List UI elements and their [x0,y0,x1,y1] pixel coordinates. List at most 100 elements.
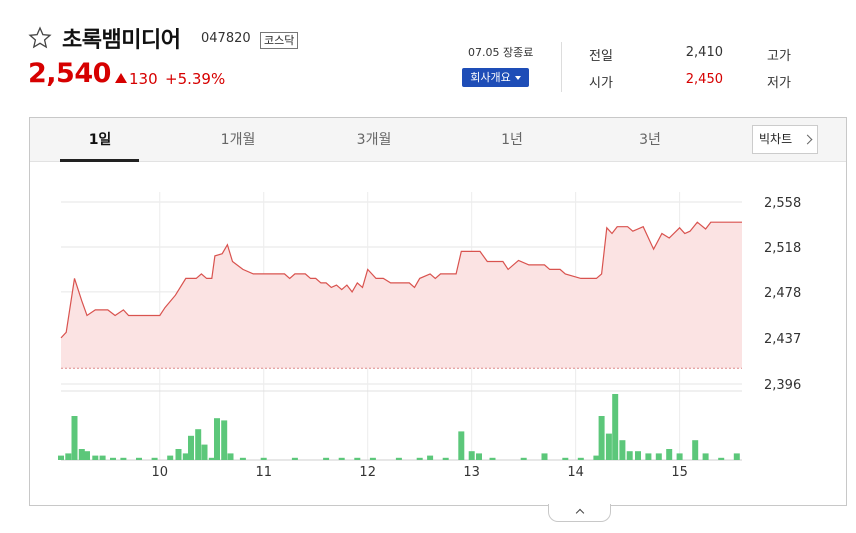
active-tab-indicator [60,159,139,162]
caret-down-icon [514,76,521,80]
volume-bar [136,457,142,460]
volume-bar [666,449,673,460]
volume-bar [221,420,228,460]
market-badge: 코스닥 [260,32,299,49]
x-tick-label: 11 [255,465,272,480]
volume-bar [214,418,220,460]
price-area [61,222,742,369]
volume-bar [541,453,548,460]
volume-bar [718,457,725,460]
volume-bar [635,451,641,460]
volume-bar [645,453,652,460]
volume-bar [260,457,267,460]
divider [561,42,562,92]
volume-bar [92,455,99,460]
x-tick-label: 12 [359,465,376,480]
period-tabs: 1일 1개월 3개월 1년 3년 빅차트 [30,118,846,162]
stock-code: 047820 [201,31,251,46]
volume-bar [195,429,202,460]
volume-bar [175,449,182,460]
company-overview-label: 회사개요 [470,71,511,84]
volume-bar [416,457,423,460]
tab-1year[interactable]: 1년 [501,132,523,148]
volume-bar [427,455,434,460]
volume-bar [323,457,330,460]
volume-bar [733,453,740,460]
volume-bar [442,457,449,460]
volume-bar [468,451,475,460]
y-tick-label: 2,518 [764,241,801,256]
volume-bar [58,455,64,460]
collapse-toggle[interactable] [548,504,611,522]
chevron-up-icon [575,508,585,518]
y-tick-label: 2,558 [764,196,801,211]
tab-1month[interactable]: 1개월 [220,132,256,148]
y-tick-label: 2,396 [764,378,801,393]
price-change-rate: +5.39% [165,70,226,88]
price-chart: 2,558 2,518 2,478 2,437 2,396 10 11 12 13 14 15 [58,192,801,480]
chart-panel: 1일 1개월 3개월 1년 3년 빅차트 2,558 2,518 2,478 2,43… [29,117,847,506]
volume-bar [692,440,699,460]
volume-bar [612,394,619,460]
price-change: 130 [129,70,158,88]
volume-bar [120,457,127,460]
y-tick-label: 2,478 [764,286,801,301]
x-tick-label: 10 [151,465,168,480]
volume-bar [151,457,158,460]
current-price: 2,540 [28,58,111,89]
volume-bar [291,457,298,460]
company-overview-button[interactable]: 회사개요 [462,68,529,87]
stat-label-open: 시가 [589,76,613,91]
tab-1day[interactable]: 1일 [88,132,112,148]
volume-bar [182,453,189,460]
volume-bar [520,457,527,460]
volume-bar [619,440,626,460]
bigchart-label: 빅차트 [759,132,793,146]
volume-bar [598,416,605,460]
volume-bar [167,455,174,460]
y-tick-label: 2,437 [764,332,801,347]
volume-bar [369,457,376,460]
volume-bar [676,453,683,460]
volume-bar [655,453,662,460]
volume-bar [99,455,106,460]
stat-label-prev: 전일 [589,49,613,64]
volume-bar [208,457,215,460]
volume-bar [188,435,194,460]
tab-3year[interactable]: 3년 [639,132,661,148]
triangle-up-icon [115,73,127,83]
volume-bar [201,444,208,460]
volume-bar [593,455,600,460]
star-icon[interactable] [28,26,52,50]
stat-value-open: 2,450 [685,72,723,87]
volume-bar [605,433,612,460]
stat-label-low: 저가 [767,76,791,91]
volume-bar [239,457,246,460]
volume-bar [562,457,569,460]
volume-bar [71,416,78,460]
stock-header: 초록뱀미디어 047820 코스닥 2,540 130 +5.39% 07.05… [0,0,856,110]
bigchart-button[interactable]: 빅차트 [752,125,818,154]
volume-bar [702,453,709,460]
price-line [60,221,742,339]
volume-bar [626,451,633,460]
tab-3month[interactable]: 3개월 [356,132,392,148]
volume-bar [476,453,482,460]
volume-bar [354,457,361,460]
stat-value-prev: 2,410 [685,45,723,60]
volume-bar [458,431,465,460]
stat-label-high: 고가 [767,49,791,64]
x-tick-label: 14 [567,465,584,480]
market-close-date: 07.05 장종료 [468,46,534,59]
volume-bar [577,457,584,460]
volume-bar [110,457,116,460]
volume-bar [78,449,85,460]
stock-name: 초록뱀미디어 [62,28,181,53]
volume-bar [65,453,72,460]
volume-bar [227,453,234,460]
x-tick-label: 13 [463,465,480,480]
volume-bar [84,451,90,460]
x-tick-label: 15 [671,465,688,480]
volume-bar [338,457,345,460]
volume-bar [489,457,496,460]
